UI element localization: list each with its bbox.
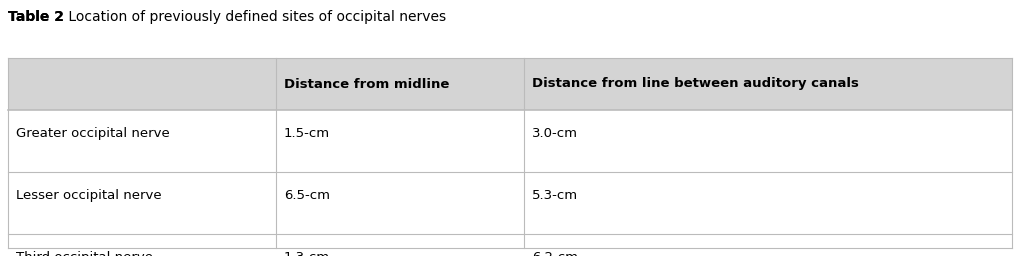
Bar — [8, 110, 1012, 172]
Text: Distance from midline: Distance from midline — [284, 78, 450, 91]
Text: 5.3-cm: 5.3-cm — [532, 189, 579, 202]
Text: 6.5-cm: 6.5-cm — [284, 189, 330, 202]
Text: 6.2-cm: 6.2-cm — [532, 251, 578, 256]
Text: Greater occipital nerve: Greater occipital nerve — [16, 127, 170, 140]
Text: Lesser occipital nerve: Lesser occipital nerve — [16, 189, 162, 202]
Text: Distance from line between auditory canals: Distance from line between auditory cana… — [532, 78, 859, 91]
Bar — [8, 234, 1012, 256]
Text: 1.3-cm: 1.3-cm — [284, 251, 330, 256]
Bar — [8, 172, 1012, 234]
Text: Table 2: Table 2 — [8, 10, 63, 24]
Bar — [8, 58, 1012, 110]
Text: 3.0-cm: 3.0-cm — [532, 127, 578, 140]
Text: Third occipital nerve: Third occipital nerve — [16, 251, 153, 256]
Text: 1.5-cm: 1.5-cm — [284, 127, 330, 140]
Text: Table 2: Table 2 — [8, 10, 63, 24]
Text: Location of previously defined sites of occipital nerves: Location of previously defined sites of … — [63, 10, 446, 24]
